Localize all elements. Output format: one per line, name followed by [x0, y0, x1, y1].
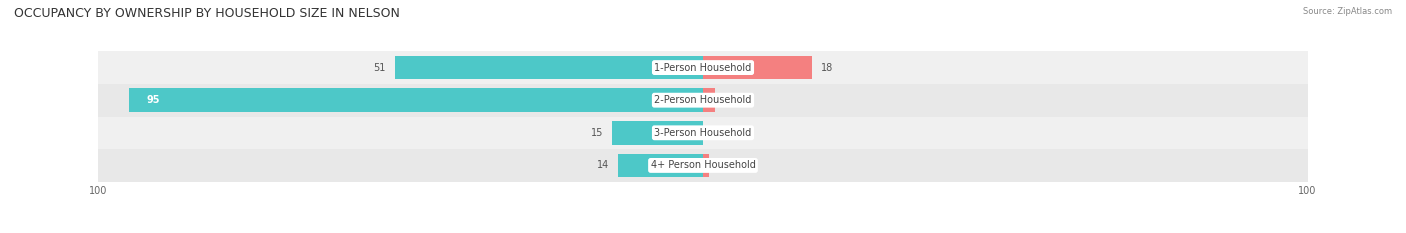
Text: 1: 1	[718, 161, 724, 170]
Bar	[128, 89, 703, 112]
Text: 3-Person Household: 3-Person Household	[654, 128, 752, 138]
Bar	[98, 116, 1308, 149]
Text: OCCUPANCY BY OWNERSHIP BY HOUSEHOLD SIZE IN NELSON: OCCUPANCY BY OWNERSHIP BY HOUSEHOLD SIZE…	[14, 7, 399, 20]
Bar	[395, 56, 703, 79]
Text: 2-Person Household: 2-Person Household	[654, 95, 752, 105]
Bar	[619, 154, 703, 177]
Bar	[98, 84, 1308, 116]
Text: Source: ZipAtlas.com: Source: ZipAtlas.com	[1303, 7, 1392, 16]
Bar	[703, 56, 811, 79]
Text: 4+ Person Household: 4+ Person Household	[651, 161, 755, 170]
Bar	[703, 154, 709, 177]
Text: 18: 18	[821, 63, 834, 72]
Text: 1-Person Household: 1-Person Household	[654, 63, 752, 72]
Bar	[98, 149, 1308, 182]
Bar	[613, 121, 703, 144]
Text: 95: 95	[146, 95, 160, 105]
Text: 15: 15	[591, 128, 603, 138]
Bar	[98, 51, 1308, 84]
Text: 0: 0	[711, 128, 718, 138]
Bar	[703, 89, 716, 112]
Text: 14: 14	[598, 161, 609, 170]
Text: 2: 2	[724, 95, 730, 105]
Text: 51: 51	[373, 63, 385, 72]
